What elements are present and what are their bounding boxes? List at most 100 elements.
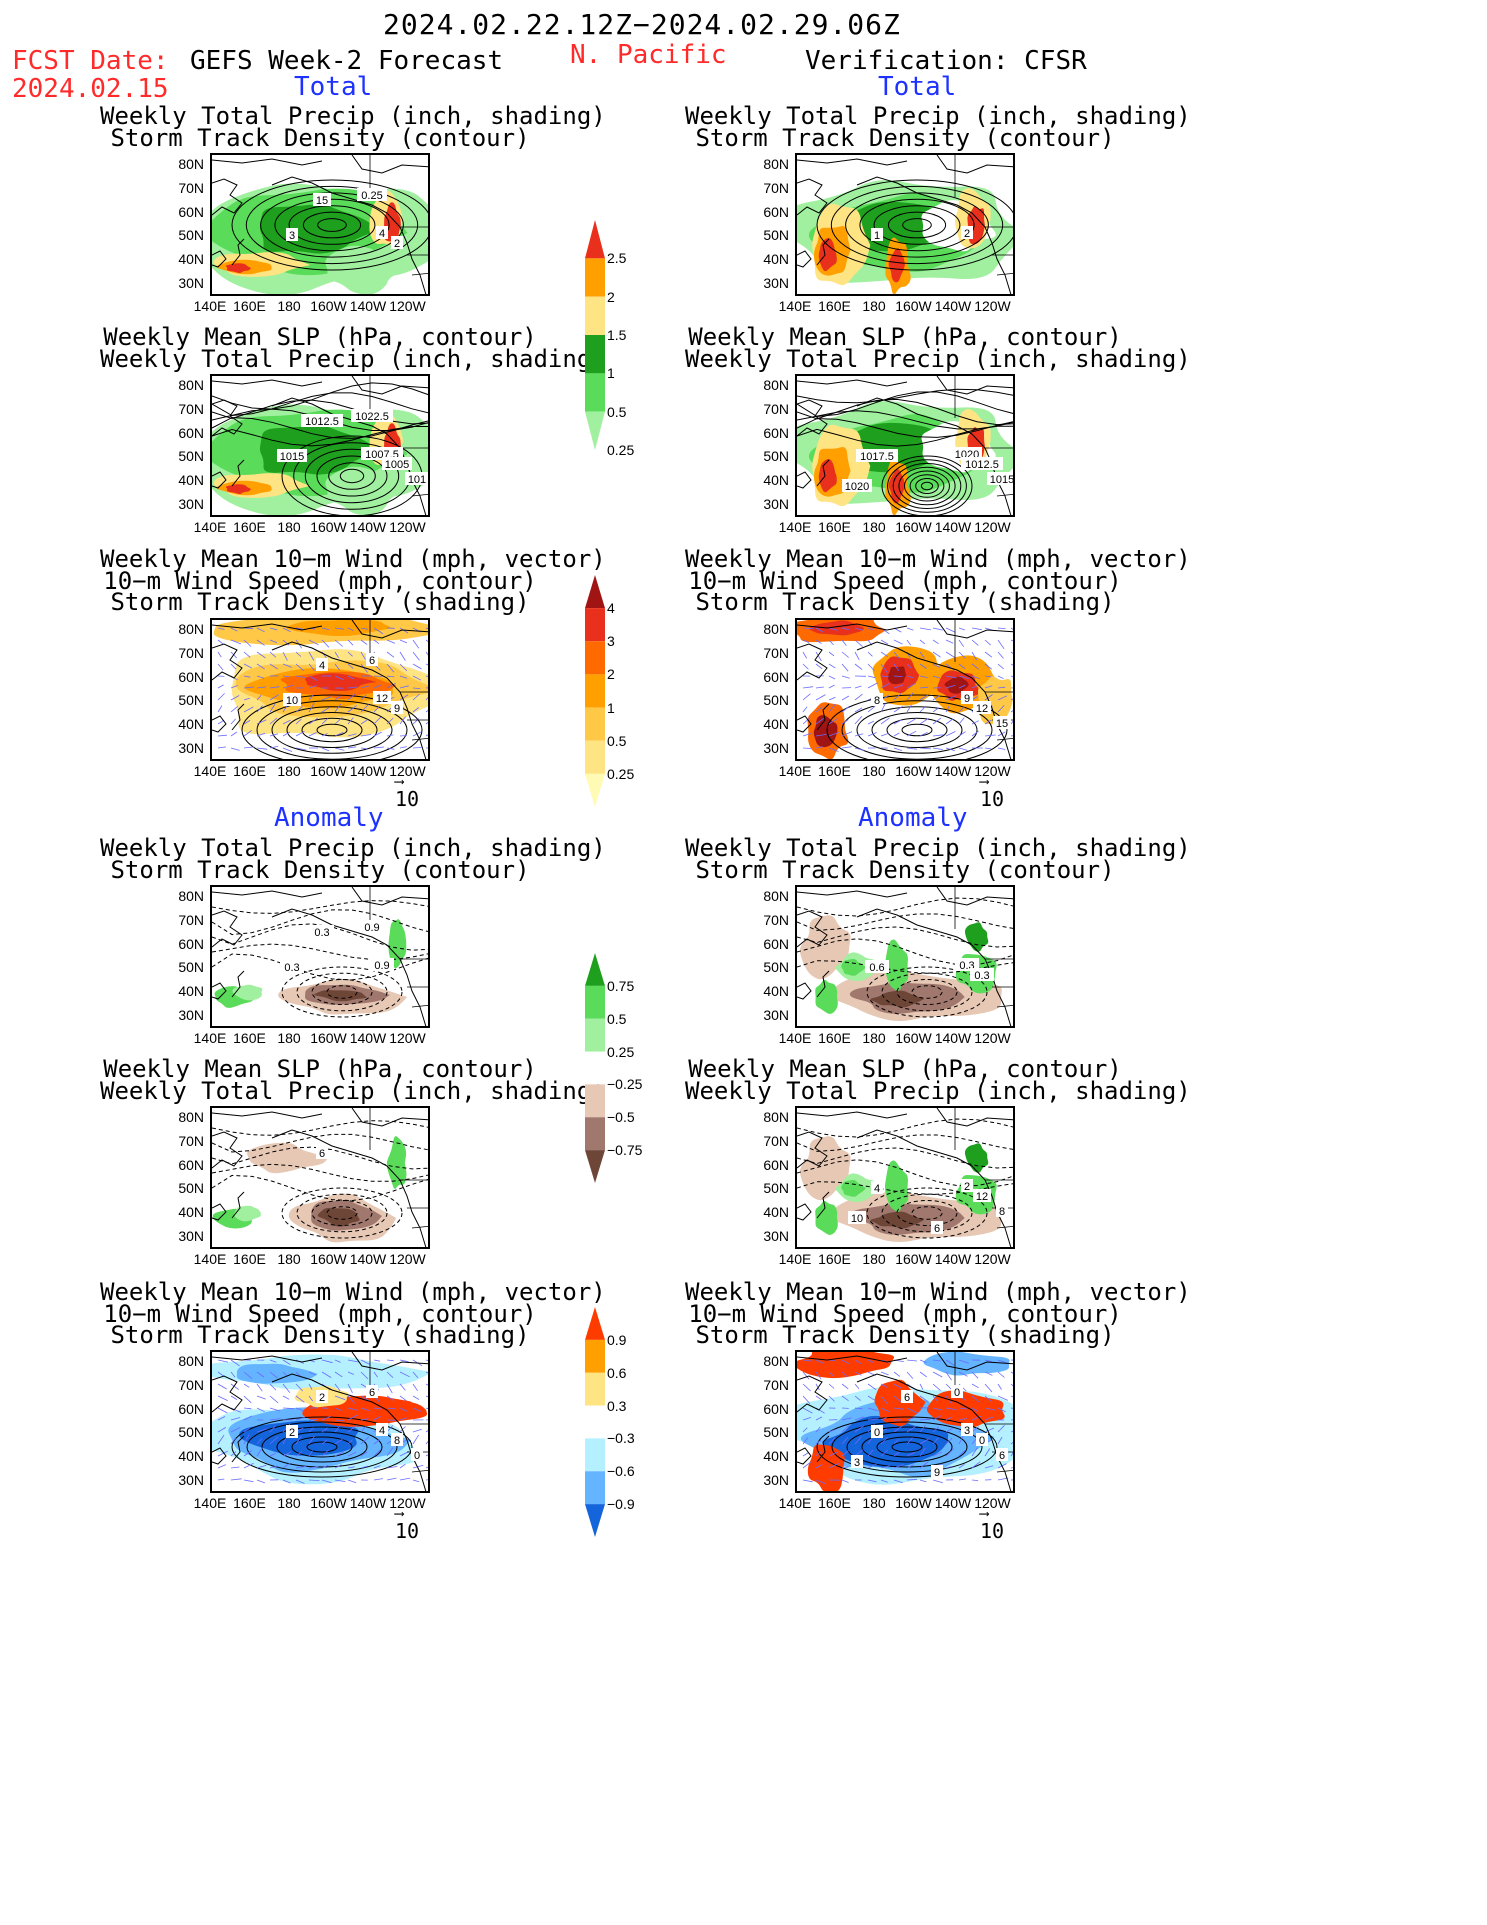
svg-text:9: 9 (964, 693, 970, 705)
colorbar-label: 2 (607, 666, 615, 683)
contour-line (306, 1441, 338, 1453)
longitude-label: 160E (233, 519, 266, 535)
svg-text:15: 15 (996, 718, 1008, 730)
contour-line (271, 706, 393, 754)
contour-label: 2 (391, 236, 403, 250)
longitude-label: 140W (934, 1251, 972, 1267)
contour-line (241, 694, 423, 759)
latitude-label: 80N (178, 1109, 204, 1125)
latitude-label: 50N (178, 959, 204, 976)
shading-region (325, 245, 407, 294)
svg-text:1020: 1020 (845, 481, 869, 493)
longitude-label: 180 (277, 1495, 301, 1511)
longitude-label: 140E (778, 1495, 812, 1511)
contour-line (261, 1426, 383, 1468)
contour-line (881, 972, 973, 1012)
latitude-label: 40N (763, 1448, 789, 1465)
colorbar-label: 0.5 (607, 403, 627, 420)
contour-line (245, 185, 419, 265)
shading-region (799, 1136, 851, 1201)
latitude-label: 30N (178, 496, 204, 512)
colorbar-segment (585, 1471, 605, 1505)
longitude-label: 140E (778, 763, 812, 779)
colorbar-label: 0.25 (607, 1043, 635, 1060)
contour-label: 1015 (277, 449, 307, 463)
contour-line (887, 459, 967, 513)
longitude-label: 120W (974, 763, 1011, 779)
latitude-label: 80N (178, 1353, 204, 1369)
contour-line (212, 943, 428, 961)
colorbar-segment (585, 296, 605, 335)
svg-text:4: 4 (874, 1183, 880, 1195)
svg-text:2: 2 (394, 238, 400, 250)
latitude-label: 50N (763, 227, 789, 244)
latitude-label: 50N (178, 692, 204, 709)
latitude-label: 30N (178, 1472, 204, 1488)
contour-line (920, 481, 934, 491)
anomaly-section-left: Anomaly (274, 803, 384, 833)
latitude-label: 60N (178, 424, 204, 441)
panel-title-line: Weekly Mean SLP (hPa, contour) (688, 323, 1122, 351)
contour-line (302, 211, 362, 239)
svg-text:1017.5: 1017.5 (860, 451, 894, 463)
panel-title-line: Weekly Mean SLP (hPa, contour) (688, 1055, 1122, 1083)
contour-line (891, 1441, 923, 1453)
colorbar-segment (585, 773, 605, 807)
latitude-label: 40N (178, 251, 204, 268)
latitude-label: 30N (763, 496, 789, 512)
contour-line (797, 926, 1013, 948)
total-section-left: Total (294, 72, 373, 102)
longitude-label: 120W (389, 1495, 426, 1511)
contour-line (797, 425, 1013, 447)
longitude-label: 140W (934, 298, 972, 314)
svg-text:1015: 1015 (280, 451, 304, 463)
vector-scale-value: 10 (980, 787, 1005, 811)
contour-line (212, 953, 428, 981)
contour-label: 3 (961, 1423, 973, 1437)
contour-line (826, 694, 1008, 759)
contour-line (909, 474, 945, 498)
longitude-label: 140E (193, 298, 227, 314)
contour-label: 1020 (842, 479, 872, 493)
contour-label: 6 (996, 1448, 1008, 1462)
latitude-label: 70N (178, 1132, 204, 1149)
shading-region (807, 1444, 845, 1491)
contour-line (904, 470, 950, 502)
contour-line (296, 1193, 388, 1233)
contour-line (231, 179, 428, 271)
contour-line (915, 478, 939, 494)
shading-region (841, 1179, 866, 1197)
contour-label: 12 (973, 1189, 991, 1203)
svg-text:2: 2 (964, 228, 970, 240)
colorbar-segment (585, 985, 605, 1019)
contour-label: 6 (366, 1385, 378, 1399)
shading-region (317, 1207, 360, 1227)
contour-line (859, 198, 975, 252)
colorbar-label: 1 (607, 365, 615, 382)
contour-label: 9 (931, 1465, 943, 1479)
shading-region (888, 666, 907, 685)
latitude-label: 40N (178, 983, 204, 1000)
panel-title-line: Weekly Mean 10−m Wind (mph, vector) (685, 1278, 1191, 1306)
colorbar-label: 4 (607, 600, 615, 617)
panel-title-line: 10−m Wind Speed (mph, contour) (103, 566, 537, 595)
contour-line (296, 972, 388, 1012)
coastline (212, 887, 428, 1026)
longitude-label: 120W (389, 1251, 426, 1267)
shading-region (304, 673, 377, 691)
contour-label: 15 (313, 193, 331, 207)
colorbar-label: 0.9 (607, 1331, 627, 1348)
map-plot: 15 0.25 3 4 2 (210, 153, 430, 296)
shading-region (813, 715, 838, 748)
latitude-label: 80N (763, 888, 789, 904)
longitude-label: 140W (349, 1030, 387, 1046)
colorbar-label: 0.25 (607, 765, 635, 782)
longitude-label: 160W (310, 1495, 347, 1511)
contour-line (816, 1416, 998, 1478)
contour-line (886, 717, 948, 743)
panel-title-line: Weekly Total Precip (inch, shading) (685, 102, 1191, 130)
contour-line (911, 985, 943, 999)
contour-line (797, 391, 1013, 418)
